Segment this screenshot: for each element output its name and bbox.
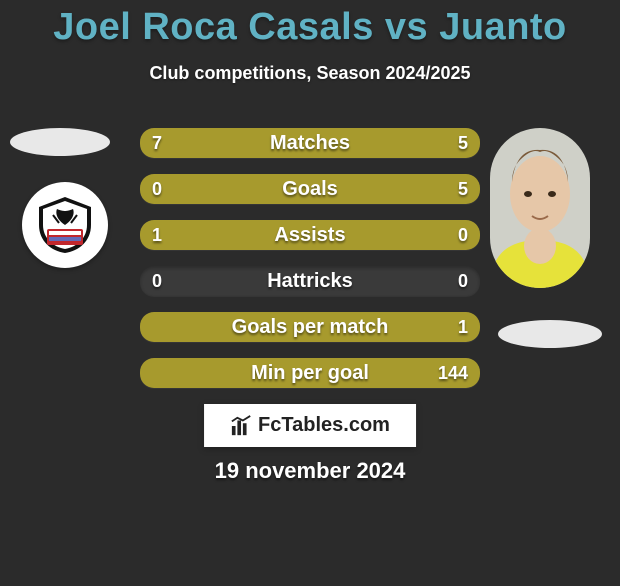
club-crest-left <box>22 182 108 268</box>
stat-value-right: 5 <box>458 174 468 204</box>
stat-fill-left <box>140 220 480 250</box>
stat-label: Hattricks <box>140 266 480 296</box>
source-watermark: FcTables.com <box>204 404 416 447</box>
stat-value-left: 0 <box>152 266 162 296</box>
stat-value-left: 0 <box>152 174 162 204</box>
snapshot-date: 19 november 2024 <box>0 458 620 484</box>
stat-fill-right <box>140 174 480 204</box>
stat-value-right: 144 <box>438 358 468 388</box>
comparison-stage: Matches75Goals05Assists10Hattricks00Goal… <box>0 6 620 586</box>
stat-bars: Matches75Goals05Assists10Hattricks00Goal… <box>140 128 480 404</box>
watermark-text: FcTables.com <box>258 414 390 437</box>
stat-value-right: 0 <box>458 220 468 250</box>
stat-fill-right <box>140 312 480 342</box>
player-portrait-icon <box>490 128 590 288</box>
stat-value-right: 5 <box>458 128 468 158</box>
chart-icon <box>230 415 252 437</box>
stat-value-left: 1 <box>152 220 162 250</box>
stat-fill-right <box>140 358 480 388</box>
stat-row: Goals per match1 <box>140 312 480 342</box>
stat-row: Hattricks0 0 <box>140 266 480 296</box>
stat-fill-left <box>140 128 337 158</box>
club-crest-icon <box>35 195 95 255</box>
stat-row: Min per goal144 <box>140 358 480 388</box>
stat-value-right: 0 <box>458 266 468 296</box>
player-photo-right <box>490 128 590 288</box>
stat-row: Assists10 <box>140 220 480 250</box>
stat-value-left: 7 <box>152 128 162 158</box>
player-right-placeholder <box>498 320 602 348</box>
stat-row: Goals05 <box>140 174 480 204</box>
stat-value-right: 1 <box>458 312 468 342</box>
player-left-placeholder <box>10 128 110 156</box>
stat-row: Matches75 <box>140 128 480 158</box>
